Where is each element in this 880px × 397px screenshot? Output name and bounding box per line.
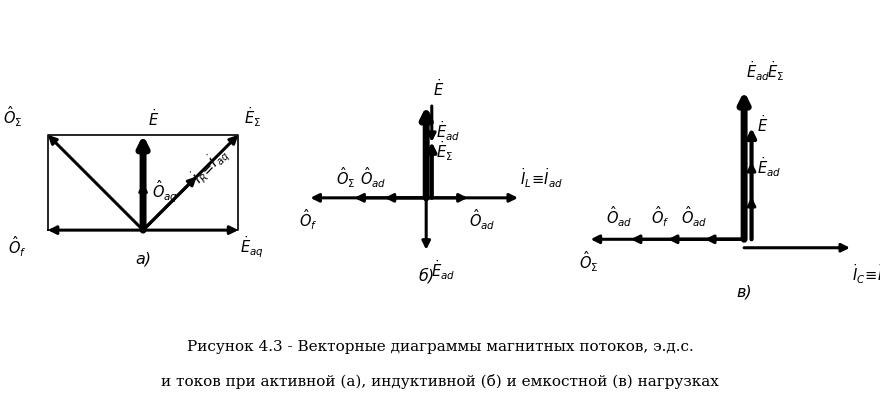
Text: Рисунок 4.3 - Векторные диаграммы магнитных потоков, э.д.с.: Рисунок 4.3 - Векторные диаграммы магнит…: [187, 340, 693, 355]
Text: $\dot{E}_{ad}$: $\dot{E}_{ad}$: [757, 156, 781, 179]
Text: в): в): [737, 285, 752, 300]
Text: $\dot{E}$: $\dot{E}$: [433, 78, 444, 99]
Text: $\dot{E}_{ad}$: $\dot{E}_{ad}$: [436, 119, 460, 143]
Text: $\hat{O}_{aq}$: $\hat{O}_{aq}$: [151, 179, 178, 205]
Text: а): а): [135, 252, 151, 267]
Text: $\dot{I}_{L}\!\equiv\!\dot{I}_{ad}$: $\dot{I}_{L}\!\equiv\!\dot{I}_{ad}$: [520, 166, 563, 190]
Text: $\dot{E}_{ad}$: $\dot{E}_{ad}$: [431, 258, 455, 282]
Text: $\hat{O}_{\Sigma}$: $\hat{O}_{\Sigma}$: [4, 104, 23, 129]
Text: $\hat{O}_{\Sigma}$: $\hat{O}_{\Sigma}$: [336, 165, 356, 190]
Text: $\dot{E}_{\Sigma}$: $\dot{E}_{\Sigma}$: [436, 140, 453, 163]
Text: $\dot{E}_{\Sigma}$: $\dot{E}_{\Sigma}$: [767, 59, 785, 83]
Text: $\hat{O}_{f}$: $\hat{O}_{f}$: [299, 207, 318, 232]
Text: $\hat{O}_{ad}$: $\hat{O}_{ad}$: [680, 204, 707, 229]
Text: $\hat{O}_{ad}$: $\hat{O}_{ad}$: [360, 165, 386, 190]
Text: $\dot{E}$: $\dot{E}$: [757, 114, 768, 135]
Text: $\dot{E}$: $\dot{E}$: [148, 108, 159, 129]
Text: $\hat{O}_{f}$: $\hat{O}_{f}$: [8, 235, 26, 259]
Text: $\dot{E}_{\Sigma}$: $\dot{E}_{\Sigma}$: [244, 105, 260, 129]
Text: $\dot{I}_{C}\!\equiv\!\dot{I}_{ad}$: $\dot{I}_{C}\!\equiv\!\dot{I}_{ad}$: [852, 262, 880, 286]
Text: $\hat{O}_{\Sigma}$: $\hat{O}_{\Sigma}$: [579, 250, 598, 274]
Text: $\hat{O}_{ad}$: $\hat{O}_{ad}$: [606, 204, 633, 229]
Text: $\dot{E}_{aq}$: $\dot{E}_{aq}$: [240, 235, 264, 260]
Text: и токов при активной (а), индуктивной (б) и емкостной (в) нагрузках: и токов при активной (а), индуктивной (б…: [161, 374, 719, 389]
Text: $\dot{I}_{R}\!\equiv\!\dot{I}_{aq}$: $\dot{I}_{R}\!\equiv\!\dot{I}_{aq}$: [187, 143, 233, 189]
Text: б): б): [418, 268, 434, 284]
Text: $\hat{O}_{ad}$: $\hat{O}_{ad}$: [469, 207, 495, 232]
Text: $\hat{O}_{f}$: $\hat{O}_{f}$: [651, 204, 670, 229]
Text: $\dot{E}_{ad}$: $\dot{E}_{ad}$: [746, 59, 771, 83]
